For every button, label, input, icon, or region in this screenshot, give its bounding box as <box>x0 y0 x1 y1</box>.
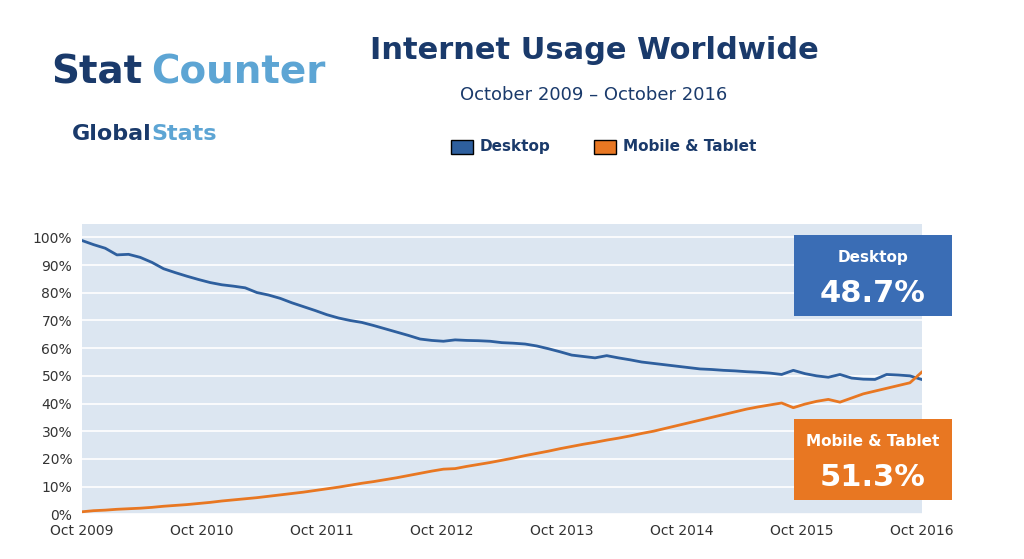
Text: Global: Global <box>72 124 152 144</box>
Text: October 2009 – October 2016: October 2009 – October 2016 <box>461 86 727 104</box>
Text: 51.3%: 51.3% <box>820 463 926 492</box>
Text: Counter: Counter <box>152 54 326 92</box>
Text: Desktop: Desktop <box>838 250 908 265</box>
Text: Desktop: Desktop <box>479 139 550 154</box>
Text: Stat: Stat <box>51 54 142 92</box>
Text: Stats: Stats <box>152 124 217 144</box>
Text: Mobile & Tablet: Mobile & Tablet <box>806 434 940 449</box>
Text: 48.7%: 48.7% <box>820 278 926 307</box>
Text: Mobile & Tablet: Mobile & Tablet <box>623 139 756 154</box>
Text: Internet Usage Worldwide: Internet Usage Worldwide <box>370 36 818 65</box>
